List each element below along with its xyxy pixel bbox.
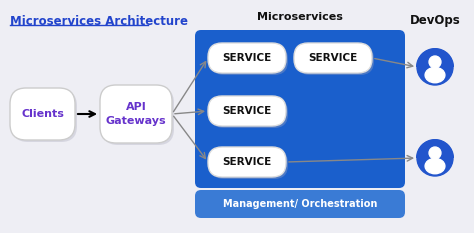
FancyBboxPatch shape <box>208 43 286 73</box>
Text: SERVICE: SERVICE <box>222 53 272 63</box>
Circle shape <box>429 147 441 159</box>
FancyBboxPatch shape <box>208 147 286 177</box>
Ellipse shape <box>425 67 445 83</box>
Ellipse shape <box>425 158 445 174</box>
Wedge shape <box>416 48 454 67</box>
FancyBboxPatch shape <box>210 45 288 75</box>
Text: DevOps: DevOps <box>410 14 460 27</box>
FancyBboxPatch shape <box>296 45 374 75</box>
FancyBboxPatch shape <box>208 96 286 126</box>
FancyBboxPatch shape <box>100 85 172 143</box>
Circle shape <box>429 56 441 68</box>
FancyBboxPatch shape <box>195 190 405 218</box>
FancyBboxPatch shape <box>12 90 77 142</box>
Circle shape <box>417 140 453 176</box>
Circle shape <box>429 56 441 68</box>
Text: SERVICE: SERVICE <box>222 106 272 116</box>
Text: Microservices: Microservices <box>257 12 343 22</box>
Circle shape <box>417 49 453 85</box>
Text: SERVICE: SERVICE <box>309 53 357 63</box>
FancyBboxPatch shape <box>210 149 288 179</box>
Text: Microservices Architecture: Microservices Architecture <box>10 15 188 28</box>
Circle shape <box>429 147 441 159</box>
Text: Management/ Orchestration: Management/ Orchestration <box>223 199 377 209</box>
FancyBboxPatch shape <box>10 88 75 140</box>
FancyBboxPatch shape <box>195 30 405 188</box>
Text: Clients: Clients <box>21 109 64 119</box>
FancyBboxPatch shape <box>294 43 372 73</box>
FancyBboxPatch shape <box>102 87 174 145</box>
FancyBboxPatch shape <box>210 98 288 128</box>
Text: SERVICE: SERVICE <box>222 157 272 167</box>
Text: API
Gateways: API Gateways <box>106 102 166 126</box>
Wedge shape <box>416 139 454 158</box>
